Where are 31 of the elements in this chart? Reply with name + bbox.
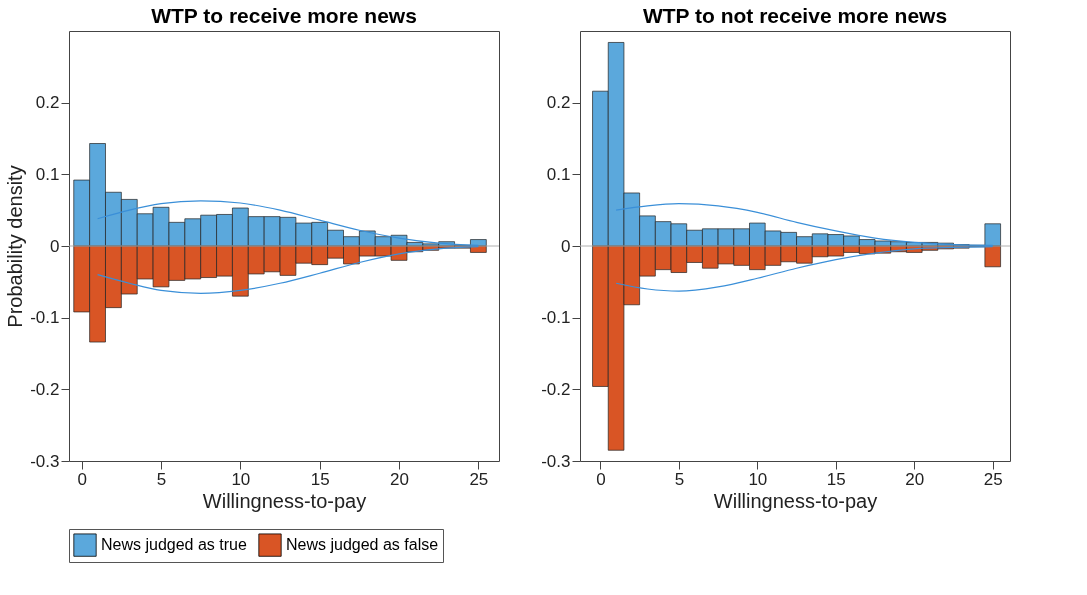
x-tick-label: 10	[748, 469, 768, 489]
x-axis-title: Willingness-to-pay	[713, 489, 878, 512]
y-tick-label: 0	[561, 236, 571, 256]
x-tick-label: 0	[77, 469, 87, 489]
x-tick-label: 5	[674, 469, 685, 489]
x-tick-label: 5	[156, 469, 167, 489]
x-tick-label: 10	[231, 469, 251, 489]
x-tick-label: 0	[596, 469, 606, 489]
x-tick-label: 25	[983, 469, 1003, 489]
y-tick-label: -0.2	[541, 379, 571, 399]
y-axis-title: Probability density	[4, 165, 27, 328]
y-tick-label: 0.2	[35, 93, 60, 113]
y-tick-label: 0.1	[546, 164, 571, 184]
y-tick-label: 0	[50, 236, 60, 256]
y-tick-label: -0.3	[30, 451, 60, 471]
legend-label: News judged as true	[101, 536, 247, 554]
y-tick-label: 0.1	[35, 164, 60, 184]
x-tick-label: 20	[390, 469, 409, 489]
x-tick-label: 15	[826, 469, 846, 489]
x-axis-title: Willingness-to-pay	[202, 489, 367, 512]
chart-title: WTP to not receive more news	[642, 4, 948, 27]
chart-title: WTP to receive more news	[151, 4, 417, 27]
y-tick-label: -0.1	[541, 308, 571, 328]
x-tick-label: 25	[469, 469, 489, 489]
y-tick-label: -0.2	[30, 379, 60, 399]
legend-label: News judged as false	[286, 536, 439, 554]
x-tick-label: 15	[310, 469, 330, 489]
y-tick-label: -0.1	[30, 308, 60, 328]
y-tick-label: 0.2	[546, 93, 571, 113]
x-tick-label: 20	[905, 469, 925, 489]
y-tick-label: -0.3	[541, 451, 571, 471]
